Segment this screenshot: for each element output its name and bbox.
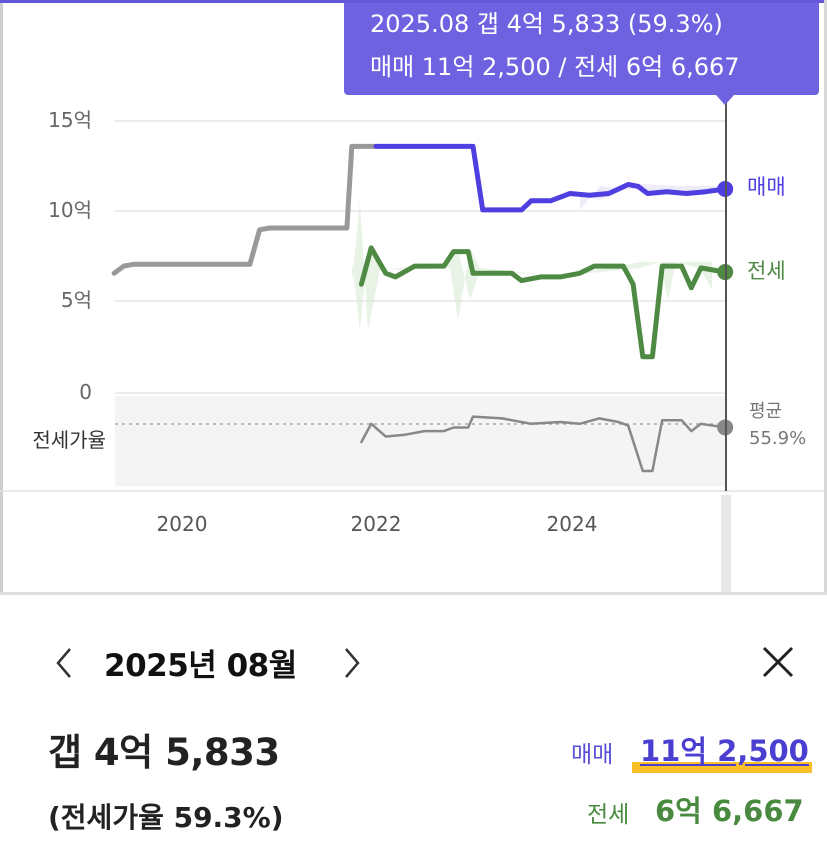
y-tick-label: 0	[79, 380, 92, 404]
sale-price-link[interactable]: 11억 2,500	[640, 734, 809, 768]
selection-track	[721, 495, 731, 592]
ratio-panel-bg	[115, 396, 725, 486]
average-value: 55.9%	[749, 428, 806, 449]
hover-tooltip: 2025.08 갭 4억 5,833 (59.3%) 매매 11억 2,500 …	[344, 3, 819, 95]
gap-amount: 갭 4억 5,833	[48, 731, 280, 774]
rent-label: 전세	[587, 802, 630, 828]
ratio-panel-label: 전세가율	[32, 428, 106, 452]
rent-series-label: 전세	[747, 259, 786, 283]
prev-month-button[interactable]	[50, 646, 80, 680]
tooltip-gap-line: 2025.08 갭 4억 5,833 (59.3%)	[370, 10, 723, 38]
tooltip-price-line: 매매 11억 2,500 / 전세 6억 6,667	[370, 53, 740, 81]
y-tick-label: 5억	[61, 288, 92, 312]
close-button[interactable]	[758, 642, 798, 682]
x-tick-label: 2024	[547, 512, 598, 536]
x-tick-label: 2022	[351, 512, 402, 536]
price-chart-panel[interactable]: 15억 10억 5억 0 전세가율 2020 2022 2024 매매 전세 평…	[0, 0, 827, 592]
selected-month: 2025년 08월	[104, 648, 297, 684]
sale-history-line	[111, 143, 379, 276]
chevron-right-icon	[345, 648, 360, 678]
section-divider	[0, 592, 827, 595]
tooltip-arrow	[716, 95, 734, 105]
sale-label: 매매	[571, 742, 614, 768]
average-label: 평균	[749, 401, 782, 422]
y-tick-label: 15억	[48, 108, 92, 132]
rent-ratio: (전세가율 59.3%)	[48, 801, 284, 834]
top-accent-line	[0, 0, 827, 3]
x-tick-label: 2020	[157, 512, 208, 536]
rent-ratio-line	[360, 415, 727, 473]
sale-range-band	[580, 184, 720, 210]
rent-price-line	[358, 245, 728, 360]
sale-series-label: 매매	[747, 175, 786, 199]
close-icon	[762, 646, 794, 678]
price-chart[interactable]: 15억 10억 5억 0 전세가율 2020 2022 2024 매매 전세 평…	[0, 0, 827, 592]
rent-price: 6억 6,667	[655, 794, 804, 828]
chevron-left-icon	[56, 648, 71, 678]
sale-price-line	[373, 143, 728, 213]
sale-highlight-bar	[632, 762, 812, 773]
next-month-button[interactable]	[336, 646, 366, 680]
y-tick-label: 10억	[48, 198, 92, 222]
